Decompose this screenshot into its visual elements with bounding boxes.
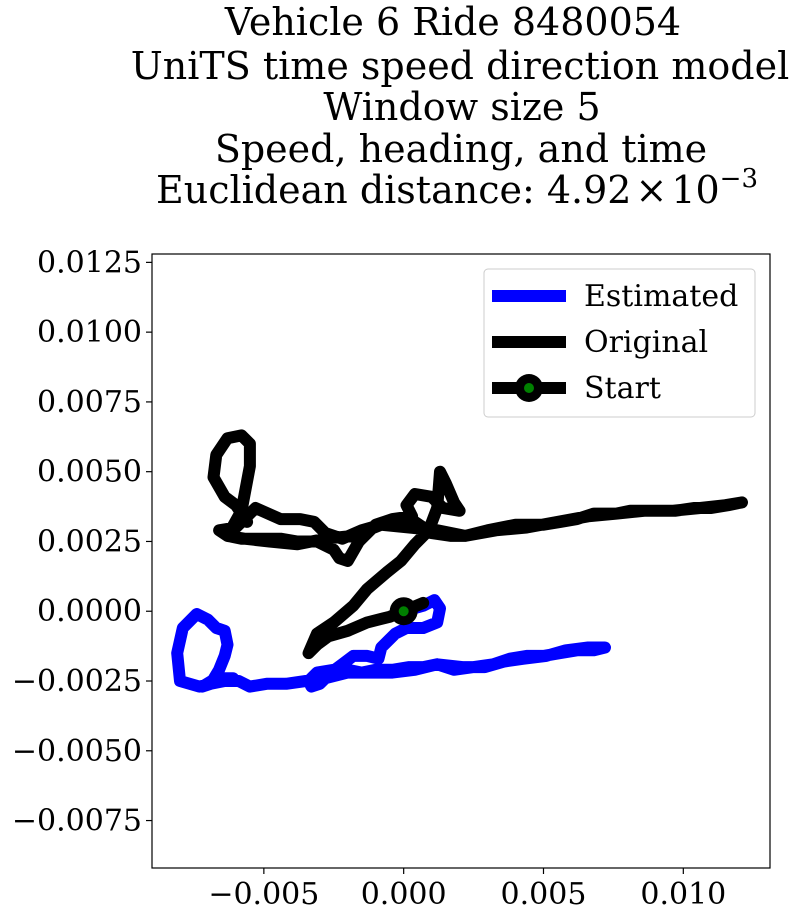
series-line-original [207,429,748,660]
title-line-2: UniTS time speed direction model [131,44,790,88]
x-tick-label: 0.010 [640,877,726,912]
title-line-1: Vehicle 6 Ride 8480054 [224,0,681,44]
legend-label-start: Start [584,371,661,406]
title-line-5: Euclidean distance: 4.92 × 10−3 [156,164,758,212]
title-line-4: Speed, heading, and time [215,127,707,171]
y-tick-label: 0.0050 [37,455,142,490]
legend: Estimated Original Start [483,268,756,418]
legend-box [483,268,756,418]
start-layer [389,597,418,626]
title-line-3: Window size 5 [323,85,600,129]
legend-start-marker-dot [524,383,534,393]
title-exponent: −3 [720,164,758,194]
plot-frame [151,253,771,869]
y-tick-label: 0.0100 [37,315,142,350]
series-line-estimated [171,594,611,693]
title-prefix: Euclidean distance: [156,168,547,212]
x-tick-label: 0.005 [501,877,587,912]
x-tick-label: 0.000 [361,877,447,912]
y-tick-label: 0.0125 [37,245,142,280]
y-tick-label: 0.0075 [37,385,142,420]
y-tick-label: −0.0075 [12,804,142,839]
start-marker-dot [398,606,409,617]
y-tick-label: −0.0050 [12,734,142,769]
title-times: × [635,168,667,212]
y-tick-label: −0.0025 [12,664,142,699]
title-base: 10 [671,168,719,212]
legend-label-estimated: Estimated [584,279,738,314]
y-tick-label: 0.0000 [37,594,142,629]
y-axis: 0.0125 0.0100 0.0075 0.0050 0.0025 0.0000 −0.0… [12,245,152,839]
y-tick-label: 0.0025 [37,524,142,559]
legend-label-original: Original [584,325,708,360]
x-axis: −0.005 0.000 0.005 0.010 [208,868,726,912]
x-tick-label: −0.005 [208,877,319,912]
series-layer [171,429,748,693]
chart-title: Vehicle 6 Ride 8480054 UniTS time speed … [131,0,790,212]
title-mantissa: 4.92 [547,168,632,212]
